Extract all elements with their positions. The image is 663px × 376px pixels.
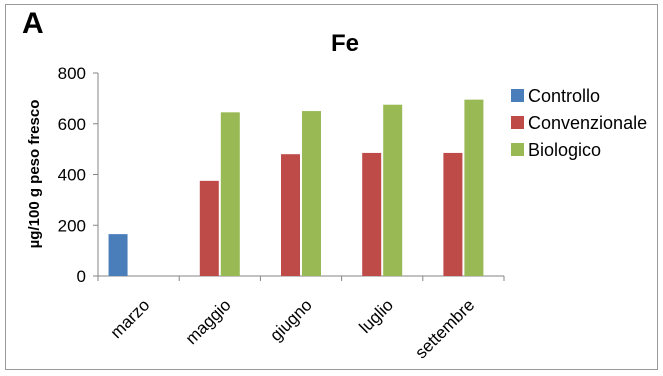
bar	[464, 99, 484, 276]
x-tick-label: giugno	[266, 295, 316, 345]
bar	[362, 152, 382, 276]
x-tick-label: settembre	[411, 295, 478, 362]
chart-frame	[5, 4, 658, 370]
bar	[383, 104, 403, 276]
x-tick-label: luglio	[356, 295, 398, 337]
panel-label: A	[22, 7, 44, 40]
legend: Controllo Convenzionale Biologico	[511, 86, 647, 160]
y-axis-label: µg/100 g peso fresco	[26, 100, 43, 249]
legend-swatch	[511, 89, 524, 102]
bar	[302, 111, 321, 276]
legend-label: Convenzionale	[528, 113, 647, 133]
bar	[443, 152, 463, 276]
y-tick-label: 0	[77, 267, 86, 286]
legend-label: Controllo	[528, 86, 600, 106]
y-tick-labels: 0 200 400 600 800	[58, 64, 86, 286]
y-tick-label: 600	[58, 115, 86, 134]
bars	[108, 99, 484, 276]
bar	[199, 180, 219, 276]
bar	[220, 112, 240, 276]
legend-swatch	[511, 116, 524, 129]
chart-title: Fe	[331, 30, 359, 57]
bar	[108, 234, 128, 276]
x-tick-label: marzo	[107, 295, 154, 342]
y-tick-label: 400	[58, 166, 86, 185]
y-tick-label: 200	[58, 216, 86, 235]
legend-label: Biologico	[528, 140, 601, 160]
x-tick-labels: marzo maggio giugno luglio settembre	[107, 295, 479, 362]
y-tick-label: 800	[58, 64, 86, 83]
bar	[281, 154, 300, 276]
legend-swatch	[511, 143, 524, 156]
x-tick-label: maggio	[182, 295, 235, 348]
axes	[93, 72, 505, 281]
